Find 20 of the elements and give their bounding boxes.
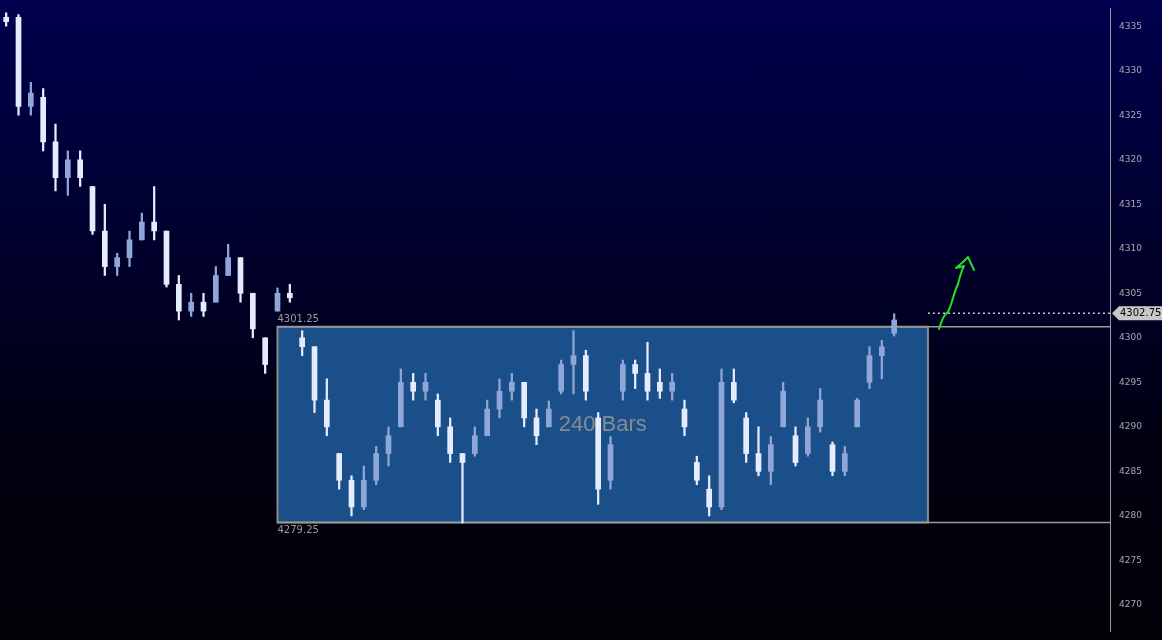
y-tick-label: 4270 xyxy=(1119,599,1143,610)
candlestick xyxy=(459,453,466,524)
y-tick-label: 4300 xyxy=(1119,332,1143,343)
y-tick-label: 4305 xyxy=(1119,287,1142,298)
candlestick xyxy=(570,330,577,395)
y-tick-label: 4315 xyxy=(1119,198,1142,209)
y-tick-label: 4335 xyxy=(1119,20,1142,31)
y-tick-label: 4295 xyxy=(1119,376,1142,387)
y-tick-label: 4285 xyxy=(1119,465,1142,476)
y-tick-label: 4325 xyxy=(1119,109,1142,120)
y-tick-label: 4290 xyxy=(1119,421,1143,432)
y-tick-label: 4280 xyxy=(1119,510,1143,521)
y-tick-label: 4310 xyxy=(1119,243,1143,254)
y-tick-label: 4330 xyxy=(1119,65,1143,76)
ref-line-label: 4302.75 xyxy=(1120,306,1162,318)
ref-line-label: 4301.25 xyxy=(277,313,319,325)
band-label: 240 Bars xyxy=(558,410,647,436)
ref-line-label: 4279.25 xyxy=(277,524,319,536)
y-tick-label: 4275 xyxy=(1119,554,1142,565)
y-tick-label: 4320 xyxy=(1119,154,1143,165)
